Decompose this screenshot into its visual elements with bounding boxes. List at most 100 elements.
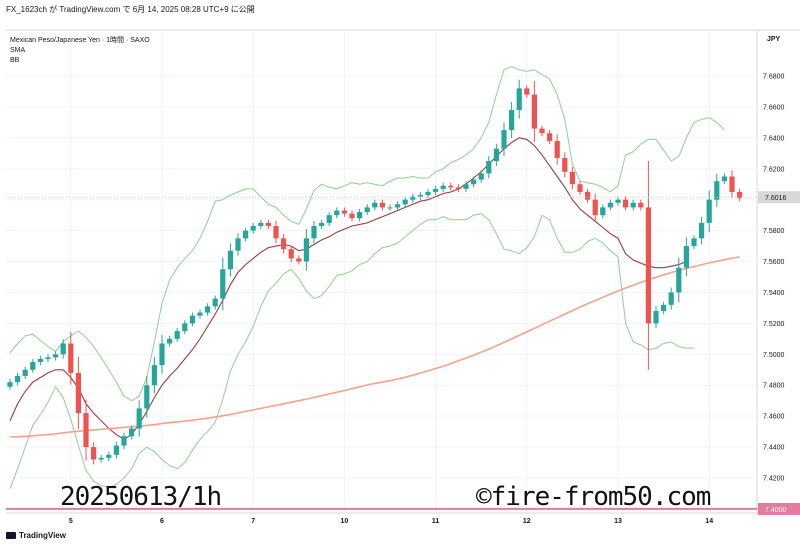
candles <box>7 79 743 465</box>
candle-body <box>729 176 735 192</box>
candle-body <box>159 343 165 366</box>
last-price-label: 7.6016 <box>765 195 787 202</box>
candle-body <box>478 173 484 180</box>
y-tick-label: 7.5400 <box>763 290 785 297</box>
candle-body <box>569 171 575 185</box>
candle-body <box>91 447 97 460</box>
tradingview-logo-text: TradingView <box>19 531 66 540</box>
candle-body <box>75 372 81 414</box>
candle-body <box>205 306 211 313</box>
y-tick-label: 7.4600 <box>763 414 785 421</box>
x-tick-label: 6 <box>160 518 164 525</box>
candle-body <box>197 312 203 316</box>
candle-body <box>250 225 256 231</box>
candle-body <box>136 408 142 429</box>
candle-body <box>600 207 606 216</box>
price-axis[interactable]: 7.68007.66007.64007.62007.60007.58007.56… <box>763 74 785 483</box>
hline-tag <box>758 502 800 515</box>
y-tick-label: 7.4200 <box>763 476 785 483</box>
candle-body <box>303 238 309 262</box>
x-tick-label: 14 <box>705 518 713 525</box>
bb-lower-line <box>9 213 694 489</box>
candle-body <box>607 202 613 208</box>
candle-body <box>235 238 241 251</box>
y-tick-label: 7.6200 <box>763 166 785 173</box>
copyright-overlay: ©fire-from50.com <box>476 482 711 512</box>
candle-body <box>281 238 287 250</box>
y-tick-label: 7.6400 <box>763 135 785 142</box>
candle-body <box>30 362 36 370</box>
candle-body <box>683 246 689 268</box>
candle-body <box>273 225 279 239</box>
candle-body <box>326 215 332 223</box>
y-tick-label: 7.4800 <box>763 383 785 390</box>
candle-body <box>98 457 104 460</box>
bb-basis-line <box>9 137 687 440</box>
candle-body <box>311 225 317 239</box>
candle-body <box>410 196 416 200</box>
y-tick-label: 7.6600 <box>763 104 785 111</box>
candle-body <box>167 338 173 344</box>
candle-body <box>509 110 515 131</box>
axis-unit: JPY <box>767 36 781 43</box>
candle-body <box>265 222 271 226</box>
candle-body <box>288 249 294 259</box>
candle-body <box>645 207 651 324</box>
candle-body <box>554 140 560 158</box>
candle-body <box>714 181 720 200</box>
legend-sma[interactable]: SMA <box>10 47 26 54</box>
candle-body <box>144 385 150 409</box>
candle-body <box>45 357 51 359</box>
x-tick-label: 12 <box>523 518 531 525</box>
candle-body <box>372 202 378 208</box>
price-tags: 7.6016 7.4000 <box>6 191 800 515</box>
x-tick-label: 10 <box>341 518 349 525</box>
date-overlay: 20250613/1h <box>60 482 222 512</box>
candle-body <box>349 213 355 219</box>
candle-body <box>53 354 59 358</box>
legend-bb[interactable]: BB <box>10 57 20 64</box>
candle-body <box>227 250 233 270</box>
candle-body <box>455 187 461 189</box>
candle-body <box>22 369 28 376</box>
last-price-tag <box>758 191 800 204</box>
publish-attribution: FX_1623ch が TradingView.com で 6月 14, 202… <box>6 5 255 14</box>
candle-body <box>516 88 522 111</box>
candle-body <box>357 212 363 219</box>
candle-body <box>433 188 439 192</box>
candle-body <box>448 185 454 188</box>
candle-body <box>121 436 127 446</box>
candle-body <box>592 199 598 216</box>
candle-body <box>699 222 705 239</box>
candle-body <box>524 88 530 95</box>
candle-body <box>547 133 553 141</box>
candle-body <box>623 199 629 208</box>
chart-legend: Mexican Peso/Japanese Yen · 1時間 · SAXO S… <box>10 36 150 66</box>
candle-body <box>661 304 667 312</box>
x-tick-label: 11 <box>432 518 440 525</box>
candle-body <box>585 191 591 200</box>
candle-body <box>737 191 743 199</box>
candle-body <box>296 258 302 262</box>
candle-body <box>721 176 727 182</box>
candle-body <box>539 128 545 134</box>
time-axis[interactable]: 5 6 7 10 11 12 13 14 <box>69 518 713 525</box>
candle-body <box>615 199 621 203</box>
candle-body <box>151 365 157 386</box>
x-tick-label: 7 <box>251 518 255 525</box>
candle-body <box>364 207 370 213</box>
y-tick-label: 7.4400 <box>763 445 785 452</box>
tradingview-logo[interactable]: TradingView <box>6 531 66 540</box>
candle-body <box>471 179 477 185</box>
candle-body <box>395 204 401 208</box>
y-tick-label: 7.5600 <box>763 259 785 266</box>
symbol-title[interactable]: Mexican Peso/Japanese Yen · 1時間 · SAXO <box>10 37 150 44</box>
x-tick-label: 13 <box>614 518 622 525</box>
candle-body <box>341 210 347 214</box>
candle-body <box>37 358 43 363</box>
candle-body <box>653 311 659 324</box>
candle-body <box>668 292 674 305</box>
y-tick-label: 7.5200 <box>763 321 785 328</box>
y-tick-label: 7.5000 <box>763 352 785 359</box>
